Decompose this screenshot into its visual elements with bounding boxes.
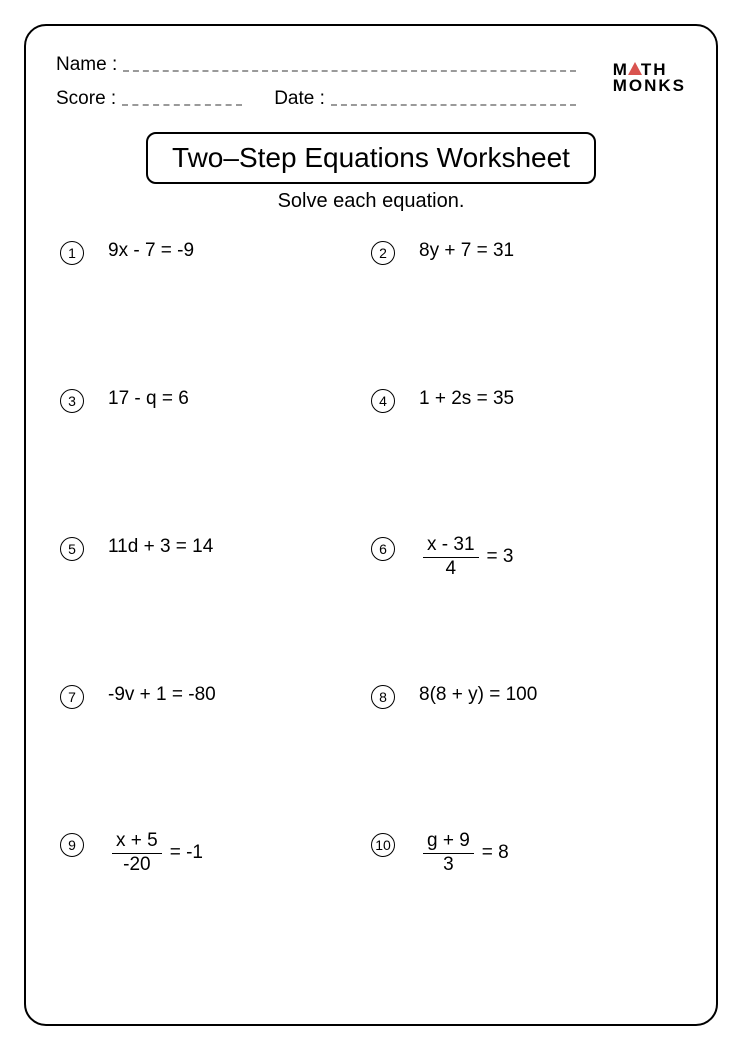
problem-row: 7 -9v + 1 = -80 8 8(8 + y) = 100 [56, 675, 686, 823]
problem-cell: 8 8(8 + y) = 100 [371, 675, 686, 709]
problem-cell: 10 g + 93 = 8 [371, 823, 686, 876]
problem-cell: 7 -9v + 1 = -80 [56, 675, 371, 709]
problem-number: 1 [60, 241, 84, 265]
score-label: Score : [56, 88, 122, 110]
problem-row: 3 17 - q = 6 4 1 + 2s = 35 [56, 379, 686, 527]
problem-equation: 8y + 7 = 31 [419, 239, 514, 264]
fraction-denominator: 3 [439, 854, 458, 876]
fraction: g + 93 [423, 831, 474, 876]
header: Name : Score : Date : [56, 54, 686, 110]
problem-number: 2 [371, 241, 395, 265]
problem-number: 6 [371, 537, 395, 561]
score-date-row: Score : Date : [56, 88, 686, 110]
problem-equation: 1 + 2s = 35 [419, 387, 514, 412]
fraction: x + 5-20 [112, 831, 162, 876]
equation-tail: = 3 [487, 545, 514, 570]
date-blank [331, 92, 576, 106]
fraction-numerator: g + 9 [423, 831, 474, 854]
fraction: x - 314 [423, 535, 479, 580]
worksheet-frame: Name : Score : Date : MTH MONKS Two–Step… [24, 24, 718, 1026]
problem-cell: 5 11d + 3 = 14 [56, 527, 371, 561]
problem-equation: g + 93 = 8 [419, 831, 509, 876]
equation-tail: = 8 [482, 841, 509, 866]
problem-cell: 3 17 - q = 6 [56, 379, 371, 413]
problem-number: 8 [371, 685, 395, 709]
problem-number: 4 [371, 389, 395, 413]
problem-equation: 11d + 3 = 14 [108, 535, 213, 560]
problem-equation: x - 314 = 3 [419, 535, 513, 580]
date-label: Date : [274, 88, 331, 110]
fraction-denominator: 4 [441, 558, 460, 580]
problem-number: 10 [371, 833, 395, 857]
problem-cell: 2 8y + 7 = 31 [371, 231, 686, 265]
name-blank [123, 58, 576, 72]
equation-tail: = -1 [170, 841, 203, 866]
problem-row: 5 11d + 3 = 14 6 x - 314 = 3 [56, 527, 686, 675]
problem-equation: 8(8 + y) = 100 [419, 683, 537, 708]
name-label: Name : [56, 54, 123, 76]
problems-grid: 1 9x - 7 = -9 2 8y + 7 = 31 3 17 - q = 6 4 1 + … [56, 231, 686, 971]
problem-equation: 9x - 7 = -9 [108, 239, 194, 264]
problem-number: 3 [60, 389, 84, 413]
score-blank [122, 92, 242, 106]
math-monks-logo: MTH MONKS [613, 62, 686, 94]
fraction-denominator: -20 [119, 854, 154, 876]
problem-cell: 6 x - 314 = 3 [371, 527, 686, 580]
problem-number: 5 [60, 537, 84, 561]
worksheet-subtitle: Solve each equation. [56, 190, 686, 213]
problem-equation: x + 5-20 = -1 [108, 831, 203, 876]
logo-text: MONKS [613, 78, 686, 94]
name-row: Name : [56, 54, 686, 76]
logo-triangle-icon [628, 62, 642, 75]
fraction-numerator: x - 31 [423, 535, 479, 558]
problem-number: 7 [60, 685, 84, 709]
problem-cell: 9 x + 5-20 = -1 [56, 823, 371, 876]
problem-row: 9 x + 5-20 = -1 10 g + 93 = 8 [56, 823, 686, 971]
problem-cell: 4 1 + 2s = 35 [371, 379, 686, 413]
problem-equation: -9v + 1 = -80 [108, 683, 216, 708]
fraction-numerator: x + 5 [112, 831, 162, 854]
problem-number: 9 [60, 833, 84, 857]
worksheet-title: Two–Step Equations Worksheet [146, 132, 596, 184]
problem-equation: 17 - q = 6 [108, 387, 189, 412]
problem-row: 1 9x - 7 = -9 2 8y + 7 = 31 [56, 231, 686, 379]
problem-cell: 1 9x - 7 = -9 [56, 231, 371, 265]
